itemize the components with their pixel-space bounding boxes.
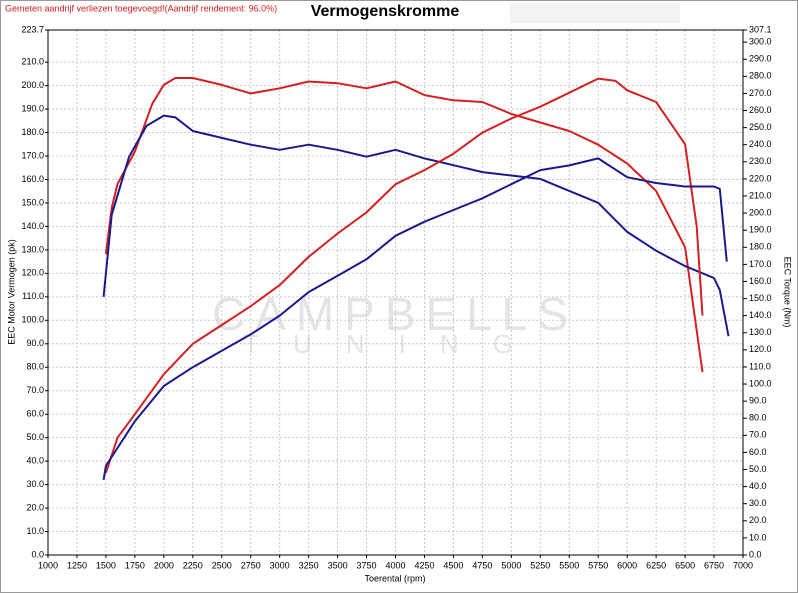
y-tick-label: 70.0 <box>26 385 44 395</box>
y-tick-label: 140.0 <box>21 221 44 231</box>
x-tick-label: 1750 <box>125 560 145 570</box>
y2-tick-label: 190.0 <box>749 225 772 235</box>
y-tick-label: 90.0 <box>26 338 44 348</box>
x-axis-label: Toerental (rpm) <box>364 573 425 583</box>
y2-tick-label: 130.0 <box>749 327 772 337</box>
y2-tick-label: 20.0 <box>749 515 767 525</box>
y-tick-label: 110.0 <box>22 291 44 301</box>
y2-tick-label: 40.0 <box>749 481 767 491</box>
x-tick-label: 3500 <box>328 560 348 570</box>
y2-tick-label: 270.0 <box>749 88 772 98</box>
x-tick-label: 5000 <box>501 560 521 570</box>
y-tick-label: 180.0 <box>21 127 44 137</box>
y2-tick-label: 220.0 <box>749 173 772 183</box>
chart-title: Vermogenskromme <box>311 3 460 20</box>
series-line <box>104 77 704 474</box>
x-tick-label: 5250 <box>530 560 550 570</box>
x-tick-label: 3750 <box>357 560 377 570</box>
y2-tick-label: 90.0 <box>749 396 767 406</box>
x-tick-label: 1500 <box>96 560 116 570</box>
x-tick-label: 6500 <box>675 560 695 570</box>
y-axis-label: EEC Motor Vermogen (pk) <box>6 239 16 345</box>
x-tick-label: 5500 <box>559 560 579 570</box>
y-tick-label: 20.0 <box>26 502 44 512</box>
y-tick-label: 223.7 <box>21 24 44 34</box>
y-tick-label: 60.0 <box>26 409 44 419</box>
y-tick-label: 130.0 <box>21 244 44 254</box>
x-tick-label: 6750 <box>704 560 724 570</box>
y2-tick-label: 250.0 <box>749 122 772 132</box>
y2-tick-label: 70.0 <box>749 430 767 440</box>
y-tick-label: 200.0 <box>21 80 44 90</box>
y2-tick-label: 50.0 <box>749 464 767 474</box>
y-tick-label: 120.0 <box>21 268 44 278</box>
x-tick-label: 4000 <box>385 560 405 570</box>
y2-tick-label: 230.0 <box>749 156 772 166</box>
y2-tick-label: 280.0 <box>749 71 772 81</box>
series-line <box>102 114 730 337</box>
y-tick-label: 190.0 <box>21 103 44 113</box>
x-tick-label: 4750 <box>472 560 492 570</box>
y-tick-label: 30.0 <box>26 479 44 489</box>
y2-tick-label: 200.0 <box>749 207 772 217</box>
y-tick-label: 10.0 <box>26 526 44 536</box>
series-line <box>102 157 728 481</box>
series-line <box>104 77 704 373</box>
x-tick-label: 6250 <box>646 560 666 570</box>
y-tick-label: 0.0 <box>31 549 44 559</box>
x-tick-label: 3250 <box>299 560 319 570</box>
x-tick-label: 3000 <box>270 560 290 570</box>
y2-tick-label: 60.0 <box>749 447 767 457</box>
y2-tick-label: 160.0 <box>749 276 772 286</box>
y2-tick-label: 80.0 <box>749 413 767 423</box>
y2-tick-label: 180.0 <box>749 242 772 252</box>
y2-tick-label: 150.0 <box>749 293 772 303</box>
y-tick-label: 100.0 <box>21 315 44 325</box>
y2-tick-label: 307.1 <box>749 24 772 34</box>
y-tick-label: 80.0 <box>26 362 44 372</box>
x-tick-label: 6000 <box>617 560 637 570</box>
x-tick-label: 1000 <box>38 560 58 570</box>
x-tick-label: 7000 <box>733 560 753 570</box>
x-tick-label: 2750 <box>241 560 261 570</box>
y2-tick-label: 300.0 <box>749 37 772 47</box>
y-tick-label: 50.0 <box>26 432 44 442</box>
y2-tick-label: 0.0 <box>749 549 762 559</box>
y-tick-label: 210.0 <box>21 57 44 67</box>
y2-tick-label: 10.0 <box>749 532 767 542</box>
y2-axis-label: EEC Torque (Nm) <box>783 257 793 328</box>
x-tick-label: 2000 <box>154 560 174 570</box>
y2-tick-label: 110.0 <box>749 361 771 371</box>
y2-tick-label: 240.0 <box>749 139 772 149</box>
y2-tick-label: 100.0 <box>749 378 772 388</box>
y-tick-label: 170.0 <box>21 150 44 160</box>
plot-border <box>47 29 744 556</box>
x-tick-label: 2250 <box>183 560 203 570</box>
x-tick-label: 5750 <box>588 560 608 570</box>
x-tick-label: 1250 <box>67 560 87 570</box>
x-tick-label: 4250 <box>414 560 434 570</box>
y2-tick-label: 170.0 <box>749 259 772 269</box>
y2-tick-label: 210.0 <box>749 190 772 200</box>
y-tick-label: 40.0 <box>26 455 44 465</box>
y2-tick-label: 140.0 <box>749 310 772 320</box>
annotation: Gemeten aandrijf verliezen toegevoegd!(A… <box>5 3 277 13</box>
y2-tick-label: 120.0 <box>749 344 772 354</box>
y-tick-label: 160.0 <box>21 174 44 184</box>
x-tick-label: 2500 <box>212 560 232 570</box>
y2-tick-label: 260.0 <box>749 105 772 115</box>
header-box <box>510 3 680 23</box>
x-tick-label: 4500 <box>443 560 463 570</box>
y-tick-label: 150.0 <box>21 197 44 207</box>
y2-tick-label: 30.0 <box>749 498 767 508</box>
y2-tick-label: 290.0 <box>749 54 772 64</box>
